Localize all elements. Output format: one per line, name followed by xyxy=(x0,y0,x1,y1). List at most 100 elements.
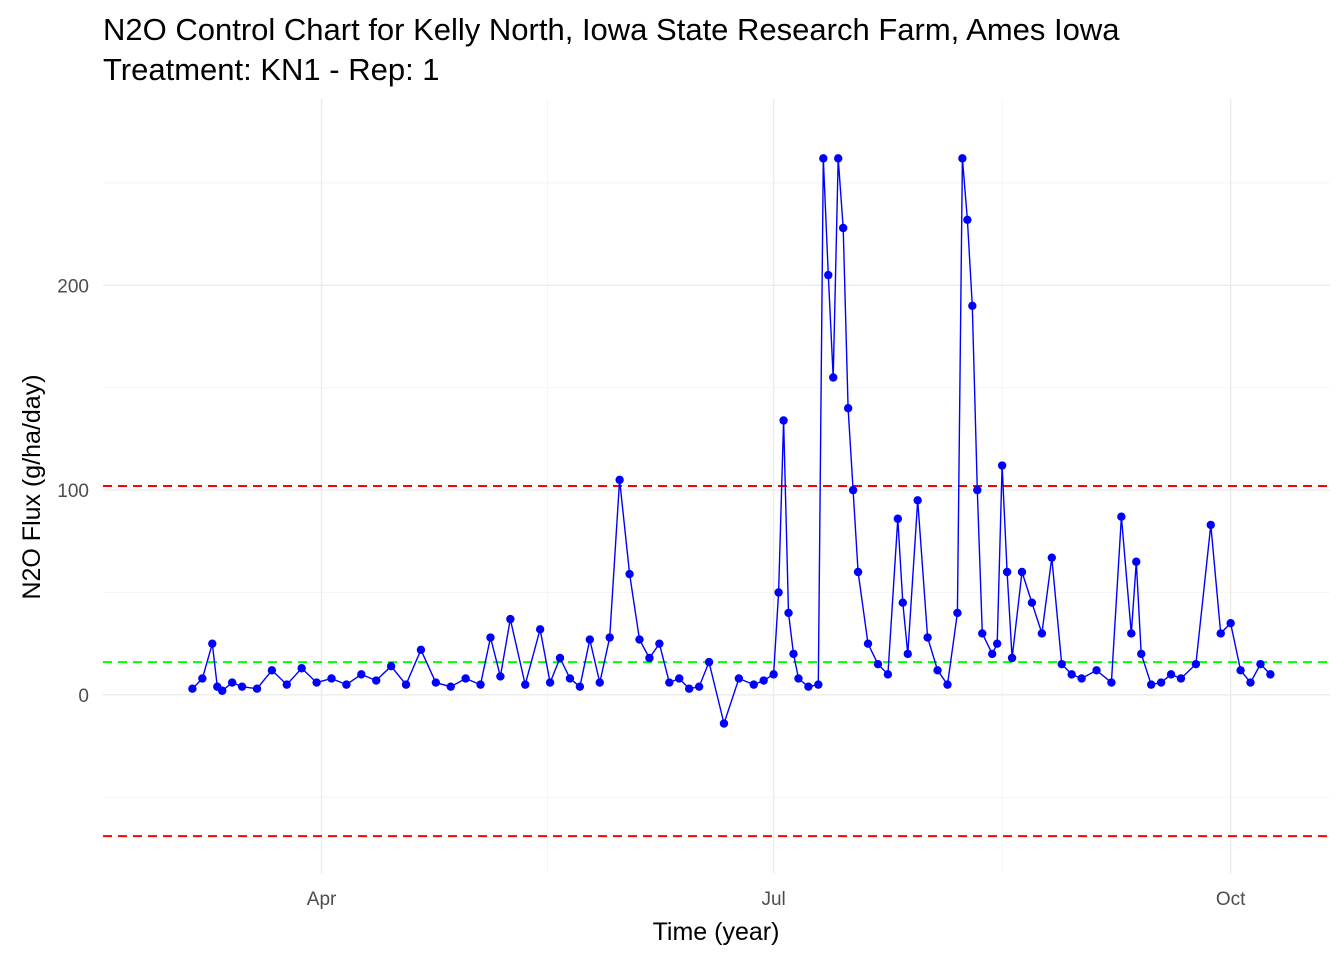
data-point xyxy=(1077,674,1086,683)
x-tick-label: Oct xyxy=(1216,889,1246,910)
data-point xyxy=(1137,649,1146,659)
data-point xyxy=(1256,659,1265,669)
data-point xyxy=(873,659,883,669)
data-point xyxy=(625,569,634,579)
data-point xyxy=(1017,567,1027,577)
x-tick-label: Apr xyxy=(307,889,337,910)
data-point xyxy=(1007,653,1017,663)
data-point xyxy=(1107,678,1116,687)
data-point xyxy=(923,633,932,642)
data-point xyxy=(535,625,545,634)
data-point xyxy=(575,682,585,691)
data-point xyxy=(779,416,788,425)
data-point xyxy=(218,686,227,695)
data-point xyxy=(694,682,704,691)
data-point xyxy=(943,680,952,689)
data-point xyxy=(675,674,684,683)
data-point xyxy=(237,682,247,691)
data-point xyxy=(198,674,207,683)
data-point xyxy=(1027,598,1037,607)
data-point xyxy=(208,639,217,648)
data-point xyxy=(819,154,828,163)
data-point xyxy=(719,719,729,728)
y-tick-label: 100 xyxy=(57,481,89,502)
data-point xyxy=(401,680,411,689)
data-point xyxy=(476,680,485,689)
data-point xyxy=(838,223,848,233)
data-point xyxy=(1216,629,1225,638)
data-point xyxy=(1156,678,1166,687)
data-point xyxy=(555,653,565,663)
data-point xyxy=(824,270,833,280)
tick-labels: 0 100 200 Apr Jul Oct xyxy=(57,276,1246,910)
data-point xyxy=(227,678,237,687)
data-point xyxy=(1266,670,1275,679)
data-point xyxy=(605,633,614,642)
data-point xyxy=(446,682,455,691)
data-point xyxy=(883,670,893,679)
data-point xyxy=(1132,557,1141,566)
data-point xyxy=(749,680,758,689)
data-point xyxy=(461,674,470,683)
data-point xyxy=(267,666,277,675)
data-point xyxy=(486,633,495,642)
data-point xyxy=(357,670,366,679)
data-point xyxy=(615,475,624,485)
x-axis-title: Time (year) xyxy=(653,918,780,946)
data-point xyxy=(834,154,843,163)
chart-title: N2O Control Chart for Kelly North, Iowa … xyxy=(103,12,1120,47)
data-point xyxy=(853,567,863,577)
data-point xyxy=(297,664,306,673)
data-point xyxy=(645,653,654,663)
data-point xyxy=(978,629,987,638)
data-point xyxy=(327,674,336,683)
data-point xyxy=(1127,629,1136,638)
data-point xyxy=(848,485,858,495)
data-point xyxy=(988,649,997,659)
data-point xyxy=(794,674,803,683)
series-layer xyxy=(188,154,1275,728)
data-point xyxy=(1226,618,1235,628)
data-point xyxy=(789,649,798,659)
data-point xyxy=(655,639,664,648)
x-tick-label: Jul xyxy=(761,889,785,910)
data-point xyxy=(1057,659,1066,669)
data-point xyxy=(386,661,396,671)
data-point xyxy=(521,680,530,689)
data-point xyxy=(1176,674,1186,683)
data-point xyxy=(973,485,982,495)
data-point xyxy=(342,680,351,689)
data-point xyxy=(963,215,972,225)
data-point xyxy=(282,680,292,689)
data-point xyxy=(1037,629,1047,638)
series-line xyxy=(191,158,1271,727)
y-tick-label: 0 xyxy=(78,686,89,707)
data-point xyxy=(1191,659,1201,669)
data-point xyxy=(506,614,515,624)
data-point xyxy=(665,678,674,687)
data-point xyxy=(1117,512,1126,521)
data-point xyxy=(1047,553,1057,562)
data-point xyxy=(958,154,967,163)
data-point xyxy=(585,635,595,644)
data-point xyxy=(734,674,744,683)
data-point xyxy=(635,635,644,644)
data-point xyxy=(1067,670,1076,679)
data-point xyxy=(893,514,903,523)
data-point xyxy=(1092,666,1101,675)
data-point xyxy=(997,461,1007,470)
y-tick-label: 200 xyxy=(57,276,89,297)
data-point xyxy=(372,676,381,685)
data-point xyxy=(704,657,714,667)
data-point xyxy=(1166,670,1176,679)
plot-panel xyxy=(103,99,1330,873)
data-point xyxy=(814,680,823,689)
data-point xyxy=(312,678,321,687)
data-point xyxy=(933,666,942,675)
data-point xyxy=(784,608,793,618)
data-point xyxy=(496,672,505,681)
data-point xyxy=(545,678,555,687)
data-point xyxy=(968,301,977,311)
data-point xyxy=(416,645,426,655)
